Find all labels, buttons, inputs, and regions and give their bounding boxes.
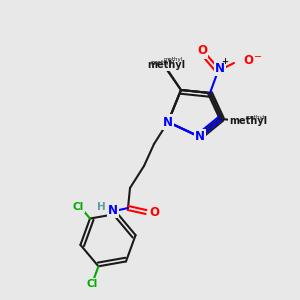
Text: N: N (215, 61, 225, 74)
Text: methyl: methyl (229, 116, 267, 126)
Text: Cl: Cl (72, 202, 83, 212)
Text: N: N (163, 116, 173, 128)
Text: O: O (149, 206, 159, 218)
Text: methyl: methyl (147, 60, 185, 70)
Text: +: + (221, 56, 229, 65)
Text: methyl: methyl (245, 115, 264, 120)
Text: H: H (97, 202, 105, 212)
Text: O: O (243, 55, 253, 68)
Text: O: O (197, 44, 207, 58)
Text: N: N (195, 130, 205, 143)
Text: methyl: methyl (151, 60, 175, 66)
Text: −: − (254, 52, 262, 62)
Text: N: N (108, 203, 118, 217)
Text: methyl: methyl (151, 61, 184, 70)
Text: methyl: methyl (164, 57, 183, 62)
Text: Cl: Cl (86, 279, 98, 289)
